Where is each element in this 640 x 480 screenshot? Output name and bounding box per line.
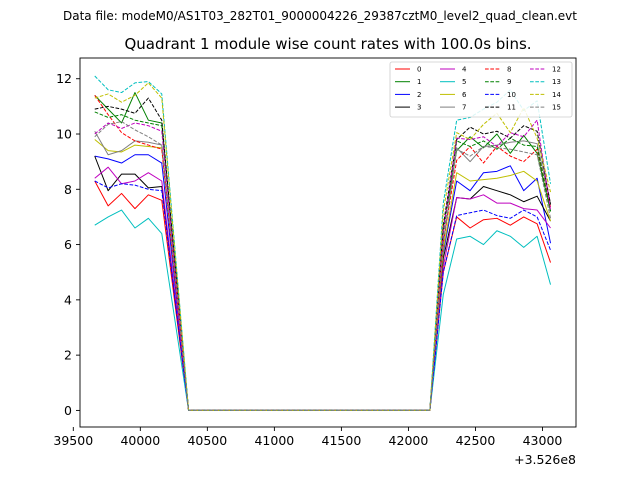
legend-label-4: 4 xyxy=(462,66,467,74)
legend-label-13: 13 xyxy=(552,78,561,86)
x-tick-label-40500: 40500 xyxy=(187,433,227,448)
legend-label-5: 5 xyxy=(462,78,466,86)
legend-label-1: 1 xyxy=(417,78,421,86)
plot-area: 39500 40000 40500 41000 41500 42000 42500 43000… xyxy=(53,57,577,467)
y-tick-label-10: 10 xyxy=(56,127,72,142)
legend-label-7: 7 xyxy=(462,104,466,112)
legend-label-12: 12 xyxy=(552,66,561,74)
x-tick-label-39500: 39500 xyxy=(53,433,93,448)
y-tick-label-12: 12 xyxy=(56,71,72,86)
legend-label-10: 10 xyxy=(507,91,516,99)
legend-label-15: 15 xyxy=(552,104,561,112)
x-tick-label-41500: 41500 xyxy=(322,433,362,448)
y-tick-label-6: 6 xyxy=(64,237,72,252)
x-tick-label-43000: 43000 xyxy=(523,433,563,448)
legend-label-14: 14 xyxy=(552,91,561,99)
legend-label-3: 3 xyxy=(417,104,421,112)
legend-box xyxy=(389,61,573,118)
x-tick-label-42500: 42500 xyxy=(456,433,496,448)
y-tick-label-2: 2 xyxy=(64,348,72,363)
legend-label-6: 6 xyxy=(462,91,467,99)
x-tick-label-42000: 42000 xyxy=(389,433,429,448)
y-tick-label-8: 8 xyxy=(64,182,72,197)
y-tick-label-0: 0 xyxy=(64,403,72,418)
legend-label-0: 0 xyxy=(417,66,421,74)
series-line-15 xyxy=(94,121,552,411)
legend-label-8: 8 xyxy=(507,66,511,74)
x-tick-label-40000: 40000 xyxy=(120,433,160,448)
suptitle: Data file: modeM0/AS1T03_282T01_90000042… xyxy=(63,9,577,23)
y-tick-label-4: 4 xyxy=(64,292,72,307)
axes-frame xyxy=(79,57,577,428)
legend-label-2: 2 xyxy=(417,91,421,99)
x-tick-label-41000: 41000 xyxy=(254,433,294,448)
x-offset-label: +3.526e8 xyxy=(514,452,576,467)
legend-label-11: 11 xyxy=(507,104,516,112)
legend-label-9: 9 xyxy=(507,78,511,86)
chart-title: Quadrant 1 module wise count rates with … xyxy=(124,35,531,53)
